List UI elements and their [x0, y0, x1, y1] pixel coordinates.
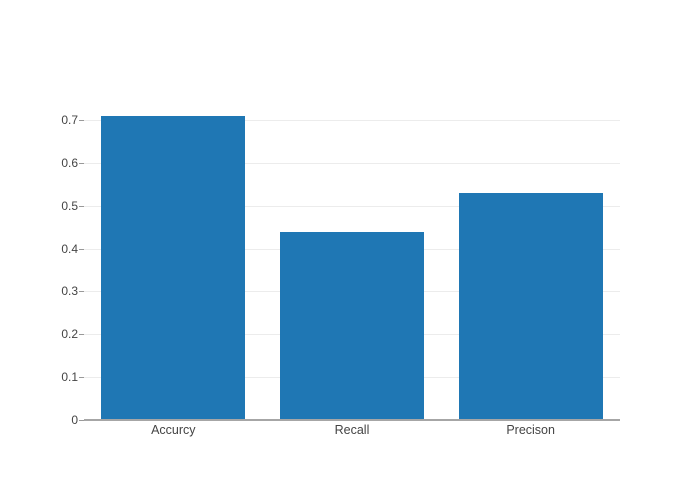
y-tick-label: 0 [71, 413, 78, 427]
y-tick-label: 0.1 [61, 370, 78, 385]
y-tick-mark [79, 248, 84, 250]
y-tick-mark [79, 377, 84, 379]
bar-accurcy [101, 115, 246, 420]
plot-area [84, 100, 620, 421]
y-tick-mark [79, 120, 84, 122]
y-tick-mark [79, 205, 84, 207]
y-tick-label: 0.4 [61, 241, 78, 256]
x-tick-label: Precison [506, 423, 555, 437]
y-tick-label: 0.6 [61, 155, 78, 170]
y-tick-label: 0.3 [61, 284, 78, 299]
y-tick-mark [79, 334, 84, 336]
y-tick-mark [79, 420, 84, 421]
bar-precison [458, 192, 603, 420]
gridline [84, 162, 620, 164]
y-tick-mark [79, 291, 84, 293]
y-tick-label: 0.2 [61, 327, 78, 342]
x-tick-label: Recall [334, 423, 370, 437]
y-tick-label: 0.5 [61, 198, 78, 213]
y-tick-mark [79, 162, 84, 164]
x-tick-label: Accurcy [151, 423, 196, 437]
x-axis-zeroline [84, 419, 620, 421]
bar-recall [280, 231, 424, 420]
gridline [84, 205, 620, 207]
y-tick-label: 0.7 [61, 113, 78, 128]
gridline [84, 120, 620, 122]
